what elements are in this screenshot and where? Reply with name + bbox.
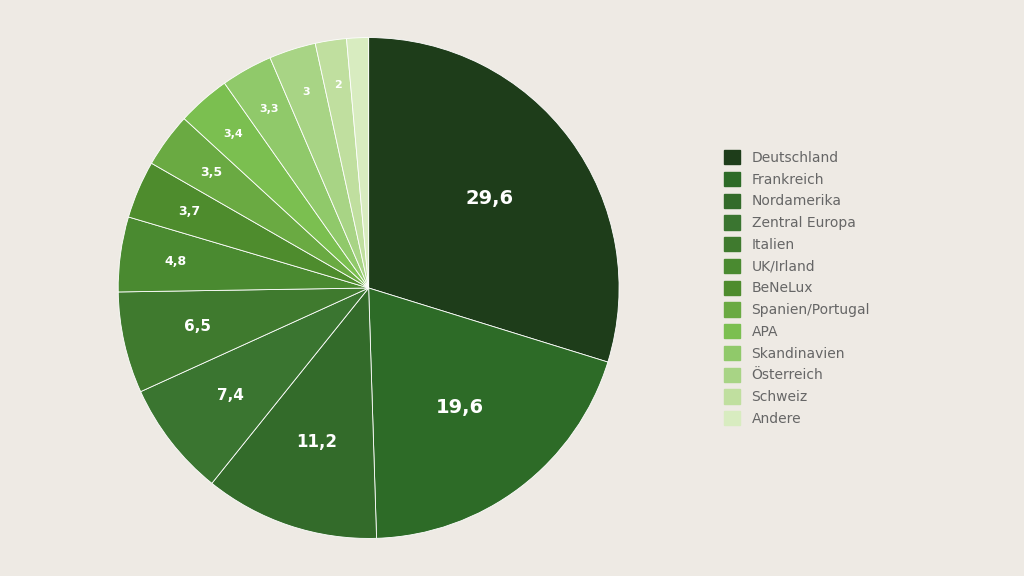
Wedge shape (118, 288, 369, 392)
Wedge shape (224, 58, 369, 288)
Wedge shape (184, 83, 369, 288)
Text: 3,7: 3,7 (178, 204, 200, 218)
Text: 3,4: 3,4 (223, 128, 243, 139)
Text: 7,4: 7,4 (217, 388, 244, 403)
Wedge shape (128, 163, 369, 288)
Legend: Deutschland, Frankreich, Nordamerika, Zentral Europa, Italien, UK/Irland, BeNeLu: Deutschland, Frankreich, Nordamerika, Ze… (720, 146, 874, 430)
Wedge shape (270, 43, 369, 288)
Wedge shape (369, 288, 608, 539)
Text: 19,6: 19,6 (435, 398, 483, 417)
Wedge shape (152, 119, 369, 288)
Text: 29,6: 29,6 (466, 190, 514, 209)
Wedge shape (212, 288, 377, 539)
Text: 3: 3 (302, 88, 310, 97)
Wedge shape (118, 217, 369, 292)
Wedge shape (315, 39, 369, 288)
Text: 11,2: 11,2 (297, 433, 338, 452)
Text: 3,5: 3,5 (200, 166, 222, 179)
Text: 2: 2 (334, 80, 341, 90)
Text: 4,8: 4,8 (164, 255, 186, 268)
Wedge shape (369, 37, 620, 362)
Wedge shape (346, 37, 369, 288)
Text: 6,5: 6,5 (184, 319, 211, 334)
Text: 3,3: 3,3 (259, 104, 279, 113)
Wedge shape (140, 288, 369, 483)
